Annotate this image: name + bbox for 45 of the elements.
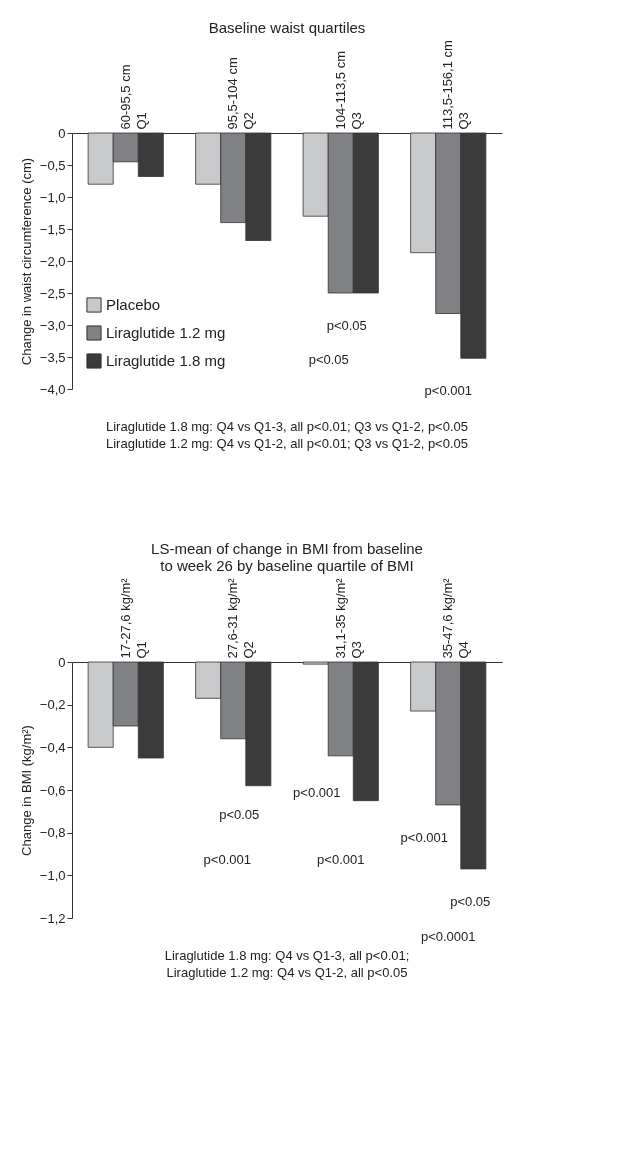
y-axis-title: Change in BMI (kg/m²) — [18, 725, 34, 856]
chart-title: Baseline waist quartiles — [208, 18, 366, 36]
text: Liraglutide 1.2 mg: Q4 vs Q1-2, all p<0.01; Q3 vs Q1-2, p<0.05 — [105, 436, 469, 451]
y-tick-label: −2,5 — [39, 285, 66, 301]
annotation: p<0.001 — [203, 852, 251, 867]
x-tick-label: 104-113,5 cm Q3 — [332, 50, 364, 130]
x-tick-label: 95,5-104 cm Q2 — [225, 57, 257, 130]
y-tick-label: −2,0 — [39, 253, 66, 269]
annotation: p<0.001 — [400, 830, 448, 846]
chart-title: LS-mean of change in BMI from baseline to week 26 by baseline quartile of BMI — [151, 539, 423, 574]
y-tick-label: −3,5 — [39, 349, 66, 365]
legend-label: Liraglutide 1.8 mg — [106, 352, 226, 369]
y-tick-label: −0,8 — [39, 825, 66, 841]
y-tick-label: −0,4 — [39, 739, 66, 755]
text: Liraglutide 1.8 mg: Q4 vs Q1-3, all p<0.01; Q3 vs Q1-2, p<0.05 — [105, 419, 469, 434]
annotation: p<0.001 — [317, 852, 365, 867]
y-tick-label: −0,6 — [39, 782, 66, 798]
y-tick-label: −0,2 — [39, 697, 66, 713]
y-tick-label: −1,0 — [39, 189, 66, 205]
y-tick-label: −4,0 — [39, 381, 66, 397]
annotation: p<0.001 — [293, 785, 341, 801]
annotation: p<0.05 — [326, 317, 367, 333]
x-tick-label: 27,6-31 kg/m² Q2 — [225, 577, 257, 659]
annotation: p<0.05 — [219, 807, 260, 823]
legend-label: Liraglutide 1.2 mg — [106, 324, 226, 341]
y-tick-label: −3,0 — [39, 317, 66, 333]
annotation: p<0.001 — [424, 383, 472, 399]
y-tick-label: −0,5 — [39, 157, 66, 173]
y-tick-label: −1,5 — [39, 221, 66, 237]
text: Liraglutide 1.8 mg: Q4 vs Q1-3, all p<0.01; — [164, 948, 410, 963]
x-tick-label: 113,5-156,1 cm Q3 — [440, 40, 472, 130]
x-tick-label: 35-47,6 kg/m² Q4 — [440, 577, 472, 659]
text: Liraglutide 1.2 mg: Q4 vs Q1-2, all p<0.05 — [166, 965, 408, 980]
y-tick-label: 0 — [58, 654, 66, 670]
y-tick-label: −1,0 — [39, 867, 66, 883]
x-tick-label: 17-27,6 kg/m² Q1 — [117, 577, 149, 659]
x-tick-label: 31,1-35 kg/m² Q3 — [332, 577, 364, 659]
y-tick-label: −1,2 — [39, 910, 66, 926]
legend-label: Placebo — [106, 296, 161, 313]
annotation: p<0.05 — [308, 352, 349, 368]
x-tick-label: 60-95,5 cm Q1 — [117, 64, 149, 130]
y-axis-title: Change in waist circumference (cm) — [18, 157, 34, 366]
annotation: p<0.05 — [450, 894, 491, 910]
y-tick-label: 0 — [58, 125, 66, 141]
text: p<0.0001 — [420, 928, 476, 944]
